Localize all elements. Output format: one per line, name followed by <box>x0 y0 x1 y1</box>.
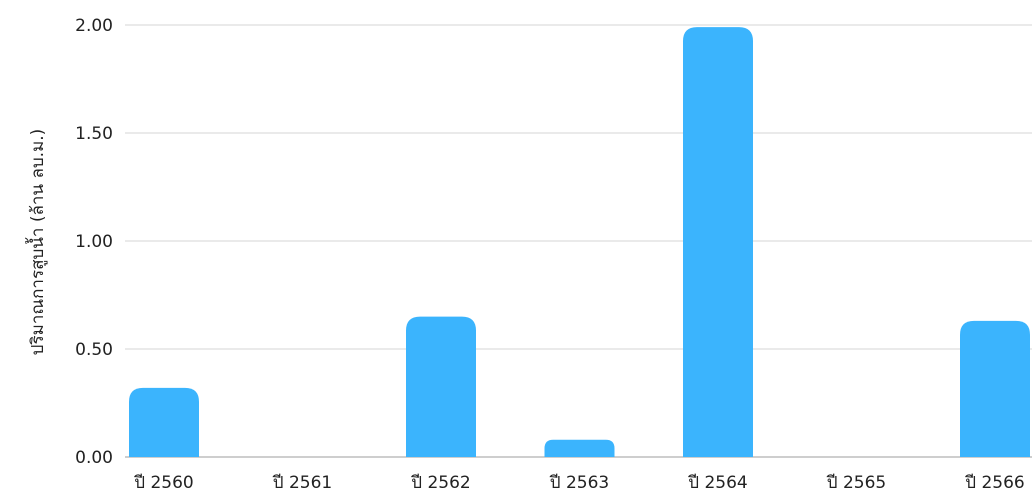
x-tick-label: ปี 2565 <box>826 473 886 493</box>
y-tick-label: 1.00 <box>75 232 113 252</box>
x-tick-label: ปี 2566 <box>964 473 1024 493</box>
y-axis-ticks: 0.00 0.50 1.00 1.50 2.00 <box>75 16 113 468</box>
bar <box>129 387 199 457</box>
bar <box>544 439 615 457</box>
y-tick-label: 0.00 <box>75 448 113 468</box>
grid-layer <box>125 24 1032 458</box>
x-tick-label: ปี 2562 <box>410 473 470 493</box>
x-tick-label: ปี 2561 <box>272 473 332 493</box>
x-tick-label: ปี 2564 <box>687 473 747 493</box>
bars <box>129 27 1030 457</box>
bar <box>960 320 1030 457</box>
y-axis-title: ปริมาณการสูบน้ำ (ล้าน ลบ.ม.) <box>25 129 48 356</box>
x-axis-ticks: ปี 2560 ปี 2561 ปี 2562 ปี 2563 ปี 2564 ปี 25… <box>133 473 1024 493</box>
x-tick-label: ปี 2563 <box>549 473 609 493</box>
bar <box>683 27 753 457</box>
bar <box>406 316 476 457</box>
y-tick-label: 1.50 <box>75 124 113 144</box>
y-tick-label: 0.50 <box>75 340 113 360</box>
y-tick-label: 2.00 <box>75 16 113 36</box>
x-tick-label: ปี 2560 <box>133 473 193 493</box>
